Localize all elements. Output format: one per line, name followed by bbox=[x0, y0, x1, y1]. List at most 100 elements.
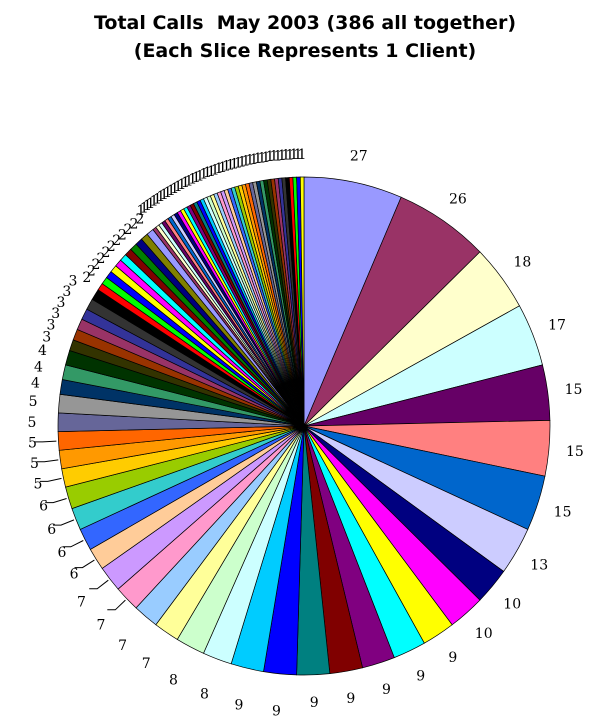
slice-label: 1 bbox=[246, 153, 255, 169]
slice-label: 9 bbox=[416, 668, 425, 684]
slice-label: 1 bbox=[265, 149, 274, 165]
leader-line bbox=[62, 540, 84, 548]
slice-label: 1 bbox=[137, 203, 146, 219]
slice-label: 1 bbox=[211, 162, 220, 178]
slice-label: 3 bbox=[51, 306, 60, 322]
slice-label: 1 bbox=[226, 157, 235, 173]
slice-label: 1 bbox=[163, 185, 172, 201]
slice-label: 2 bbox=[136, 212, 145, 228]
slice-label: 2 bbox=[82, 270, 91, 286]
slice-label: 1 bbox=[294, 147, 303, 163]
slice-label: 1 bbox=[281, 148, 290, 164]
slice-label: 5 bbox=[29, 394, 38, 410]
leader-line bbox=[53, 519, 75, 526]
slice-label: 1 bbox=[167, 183, 176, 199]
slice-label: 1 bbox=[222, 159, 231, 175]
slice-label: 1 bbox=[143, 198, 152, 214]
slice-label: 18 bbox=[513, 254, 531, 270]
slice-label: 4 bbox=[38, 343, 47, 359]
slice-label: 2 bbox=[87, 264, 96, 280]
slice-label: 7 bbox=[118, 638, 127, 654]
slice-label: 1 bbox=[253, 151, 262, 167]
slice-label: 6 bbox=[39, 499, 48, 515]
pie-slice bbox=[299, 176, 305, 427]
slice-label: 9 bbox=[382, 682, 391, 698]
slice-label: 5 bbox=[30, 456, 39, 472]
slice-label: 2 bbox=[102, 245, 111, 261]
slice-label: 1 bbox=[234, 155, 243, 171]
slice-label: 1 bbox=[230, 156, 239, 172]
slice-label: 1 bbox=[269, 149, 278, 165]
slice-label: 2 bbox=[92, 257, 101, 273]
slice-label: 15 bbox=[566, 444, 584, 460]
slice-label: 2 bbox=[118, 227, 127, 243]
slice-label: 3 bbox=[69, 273, 78, 289]
slice-label: 3 bbox=[47, 318, 56, 334]
slice-label: 1 bbox=[249, 152, 258, 168]
slice-label: 1 bbox=[192, 170, 201, 186]
slice-label: 1 bbox=[207, 164, 216, 180]
slice-label: 1 bbox=[156, 189, 165, 205]
leader-line bbox=[39, 477, 62, 482]
slice-label: 5 bbox=[28, 415, 37, 431]
slice-label: 7 bbox=[142, 656, 151, 672]
slice-label: 2 bbox=[96, 251, 105, 267]
slice-label: 1 bbox=[257, 150, 266, 166]
slice-label: 1 bbox=[153, 191, 162, 207]
leader-line bbox=[45, 498, 67, 504]
slice-label: 6 bbox=[70, 567, 79, 583]
slice-label: 1 bbox=[170, 181, 179, 197]
slice-label: 13 bbox=[530, 558, 548, 574]
slice-label: 1 bbox=[298, 147, 307, 163]
leader-line bbox=[107, 599, 126, 611]
slice-label: 17 bbox=[548, 318, 566, 334]
slice-label: 2 bbox=[107, 239, 116, 255]
slice-label: 9 bbox=[448, 650, 457, 666]
slice-label: 7 bbox=[77, 595, 86, 611]
slice-label: 1 bbox=[289, 147, 298, 163]
slice-label: 1 bbox=[273, 148, 282, 164]
slice-label: 1 bbox=[242, 153, 251, 169]
slice-label: 26 bbox=[449, 191, 467, 207]
chart-title: Total Calls May 2003 (386 all together) bbox=[93, 12, 517, 34]
slice-label: 1 bbox=[140, 201, 149, 217]
slice-label: 1 bbox=[261, 150, 270, 166]
slice-label: 3 bbox=[42, 329, 51, 345]
leader-line bbox=[74, 559, 95, 569]
slice-label: 2 bbox=[124, 222, 133, 238]
slice-label: 10 bbox=[503, 597, 521, 613]
slice-label: 1 bbox=[285, 147, 294, 163]
slice-label: 1 bbox=[199, 167, 208, 183]
slice-label: 9 bbox=[272, 704, 281, 720]
slice-label: 1 bbox=[160, 187, 169, 203]
slice-label: 2 bbox=[129, 217, 138, 233]
slice-label: 7 bbox=[96, 617, 105, 633]
slice-label: 2 bbox=[112, 233, 121, 249]
leader-line bbox=[89, 579, 109, 590]
slice-label: 1 bbox=[181, 175, 190, 191]
slice-label: 9 bbox=[310, 695, 319, 711]
leader-line bbox=[34, 440, 57, 443]
slice-label: 1 bbox=[150, 194, 159, 210]
pie-slices bbox=[57, 176, 551, 676]
slice-label: 8 bbox=[200, 687, 209, 703]
slice-label: 3 bbox=[57, 295, 66, 311]
slice-label: 15 bbox=[554, 505, 572, 521]
label-leader-lines bbox=[34, 440, 126, 611]
slice-label: 1 bbox=[177, 177, 186, 193]
slice-label: 1 bbox=[146, 196, 155, 212]
slice-label: 6 bbox=[57, 545, 66, 561]
slice-label: 15 bbox=[565, 382, 583, 398]
slice-label: 4 bbox=[34, 359, 43, 375]
slice-label: 8 bbox=[169, 673, 178, 689]
slice-label: 1 bbox=[218, 160, 227, 176]
slice-label: 10 bbox=[475, 626, 493, 642]
slice-label: 1 bbox=[238, 154, 247, 170]
slice-label: 5 bbox=[28, 436, 37, 452]
slice-labels: 2726181715151513101099999998877776666555… bbox=[28, 147, 584, 720]
slice-label: 27 bbox=[350, 149, 368, 165]
slice-label: 1 bbox=[174, 179, 183, 195]
slice-label: 9 bbox=[234, 697, 243, 713]
slice-label: 9 bbox=[346, 691, 355, 707]
